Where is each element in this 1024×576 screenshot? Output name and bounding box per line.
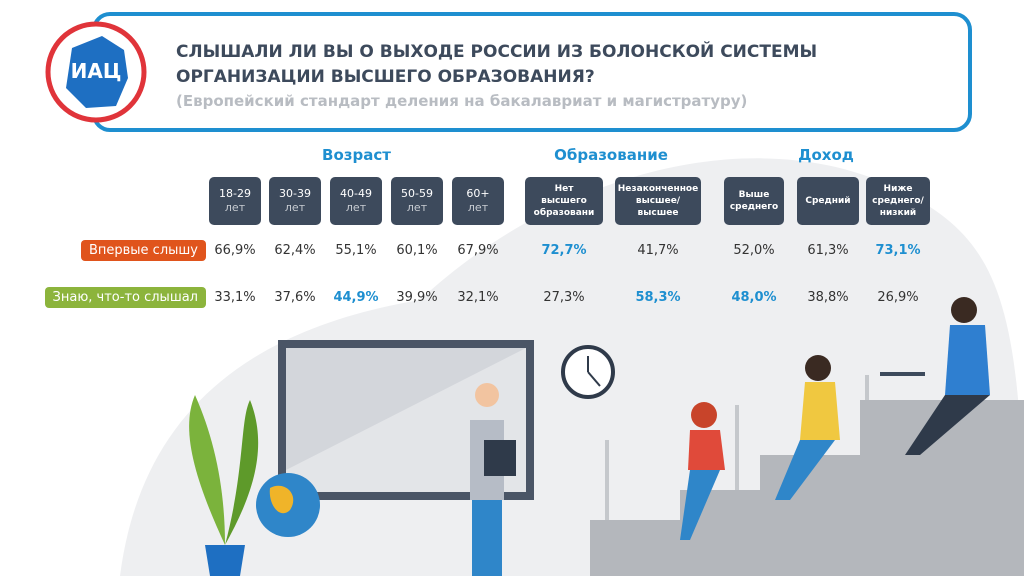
- header-line: 60+: [466, 187, 490, 200]
- header-line: лет: [406, 201, 428, 214]
- header-line: лет: [345, 201, 367, 214]
- column-header: 60+ лет: [452, 177, 504, 225]
- header-line: среднего/: [872, 196, 924, 206]
- column-header: Нет высшего образовани: [525, 177, 603, 225]
- subtitle: (Европейский стандарт деления на бакалав…: [176, 92, 748, 110]
- column-header: Ниже среднего/низкий: [866, 177, 930, 225]
- cell-value: 60,1%: [396, 243, 438, 258]
- logo-text: ИАЦ: [71, 59, 122, 83]
- column-header: 40-49 лет: [330, 177, 382, 225]
- cell-value: 72,7%: [541, 243, 587, 258]
- header-line: 40-49: [340, 187, 372, 200]
- cell-value: 48,0%: [731, 290, 777, 305]
- header-line: 18-29: [219, 187, 251, 200]
- cell-value: 61,3%: [807, 243, 849, 258]
- cell-value: 27,3%: [543, 290, 585, 305]
- cell-value: 66,9%: [214, 243, 256, 258]
- column-header: 18-29 лет: [209, 177, 261, 225]
- row-label: Впервые слышу: [80, 240, 206, 261]
- cell-value: 62,4%: [274, 243, 316, 258]
- header-line: высшего: [541, 196, 587, 206]
- header-line: Ниже: [883, 184, 913, 194]
- cell-value: 37,6%: [274, 290, 316, 305]
- header-line: образовани: [533, 208, 595, 218]
- cell-value: 39,9%: [396, 290, 438, 305]
- header-line: Нет: [554, 184, 574, 194]
- header-line: Выше: [738, 190, 770, 200]
- column-header: Средний: [797, 177, 859, 225]
- title-line: СЛЫШАЛИ ЛИ ВЫ О ВЫХОДЕ РОССИИ ИЗ БОЛОНСК…: [176, 42, 818, 62]
- column-header: 30-39 лет: [269, 177, 321, 225]
- cell-value: 44,9%: [333, 290, 379, 305]
- header-line: 50-59: [401, 187, 433, 200]
- header-line: среднего: [729, 202, 779, 212]
- cell-value: 33,1%: [214, 290, 256, 305]
- header-line: лет: [284, 201, 306, 214]
- header-line: лет: [224, 201, 246, 214]
- cell-value: 41,7%: [637, 243, 679, 258]
- cell-value: 73,1%: [875, 243, 921, 258]
- header-line: низкий: [879, 208, 917, 218]
- cell-value: 32,1%: [457, 290, 499, 305]
- header-line: Незаконченное: [617, 184, 699, 194]
- title: СЛЫШАЛИ ЛИ ВЫ О ВЫХОДЕ РОССИИ ИЗ БОЛОНСК…: [176, 40, 817, 90]
- row-label: Знаю, что-то слышал: [44, 287, 206, 308]
- column-header: 50-59 лет: [391, 177, 443, 225]
- cell-value: 26,9%: [877, 290, 919, 305]
- group-label: Образование: [554, 146, 668, 164]
- header-line: высшее: [637, 208, 679, 218]
- column-header: Выше среднего: [724, 177, 784, 225]
- group-label: Возраст: [322, 146, 391, 164]
- cell-value: 52,0%: [733, 243, 775, 258]
- cell-value: 55,1%: [335, 243, 377, 258]
- header-line: лет: [467, 201, 489, 214]
- column-header: Незаконченное высшее/высшее: [615, 177, 701, 225]
- header-line: Средний: [805, 196, 851, 206]
- title-line: ОРГАНИЗАЦИИ ВЫСШЕГО ОБРАЗОВАНИЯ?: [176, 67, 595, 87]
- header-line: 30-39: [279, 187, 311, 200]
- cell-value: 58,3%: [635, 290, 681, 305]
- group-label: Доход: [798, 146, 854, 164]
- header-box: [92, 12, 972, 132]
- cell-value: 67,9%: [457, 243, 499, 258]
- cell-value: 38,8%: [807, 290, 849, 305]
- header-line: высшее/: [635, 196, 681, 206]
- logo: ИАЦ: [45, 21, 147, 123]
